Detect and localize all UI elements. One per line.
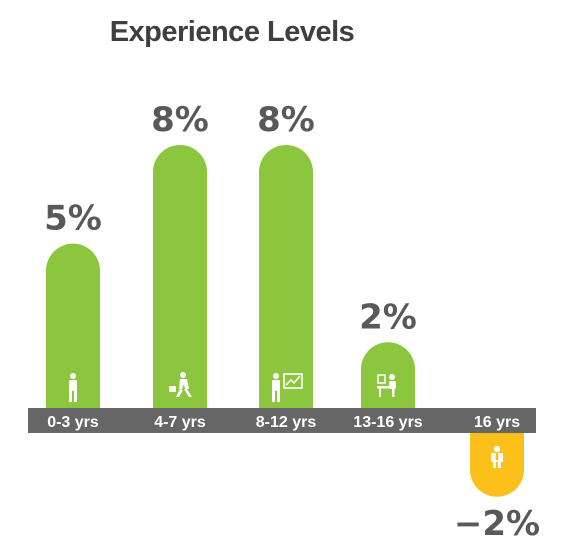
desk-worker-icon bbox=[377, 374, 396, 397]
bar-0-3-yrs bbox=[46, 243, 100, 408]
bars-layer bbox=[46, 145, 524, 497]
category-label: 8-12 yrs bbox=[256, 414, 317, 431]
bar-13-16-yrs bbox=[361, 342, 415, 408]
value-label: −2% bbox=[454, 504, 540, 544]
labels-layer: 5% 0-3 yrs 8% 4-7 yrs 8% 8-12 yrs 2% 13-16 yrs −… bbox=[44, 100, 540, 544]
standing-person-icon bbox=[69, 373, 77, 403]
value-label: 5% bbox=[44, 199, 102, 239]
axis-band bbox=[28, 408, 536, 433]
bar-8-12-yrs bbox=[259, 145, 313, 408]
value-label: 8% bbox=[151, 100, 209, 140]
walking-businessman-icon bbox=[169, 372, 192, 397]
presenter-chart-icon bbox=[272, 373, 303, 403]
category-label: 16 yrs bbox=[474, 414, 520, 431]
senior-manager-icon bbox=[491, 445, 503, 468]
bar-4-7-yrs bbox=[153, 145, 207, 408]
chart-title: Experience Levels bbox=[110, 16, 355, 48]
value-label: 2% bbox=[359, 297, 417, 337]
category-label: 0-3 yrs bbox=[47, 414, 99, 431]
bar-16-yrs bbox=[470, 433, 524, 497]
category-label: 13-16 yrs bbox=[353, 414, 422, 431]
value-label: 8% bbox=[257, 100, 315, 140]
icons-layer bbox=[69, 372, 503, 468]
category-label: 4-7 yrs bbox=[154, 414, 206, 431]
